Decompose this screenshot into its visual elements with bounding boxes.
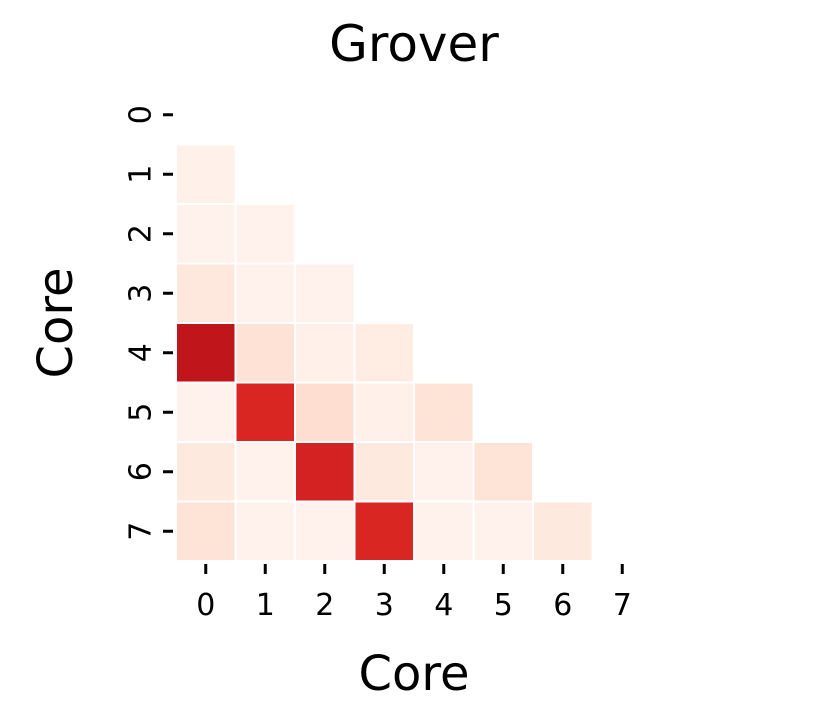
heatmap-cell-r7-c6 bbox=[532, 500, 594, 562]
x-tick-label-6: 6 bbox=[553, 588, 572, 623]
heatmap-cell-r5-c1 bbox=[234, 381, 296, 443]
y-tick-label-0: 0 bbox=[124, 105, 159, 124]
y-tick-label-4: 4 bbox=[124, 343, 159, 362]
y-axis-ticks: 0 1 2 3 4 5 6 7 bbox=[124, 105, 173, 541]
y-tick-label-6: 6 bbox=[124, 462, 159, 481]
y-tick-label-2: 2 bbox=[124, 224, 159, 243]
chart-title: Grover bbox=[329, 15, 499, 73]
heatmap-cell-r2-c1 bbox=[234, 203, 296, 265]
heatmap-cell-r6-c2 bbox=[294, 441, 356, 503]
y-tick-label-1: 1 bbox=[124, 165, 159, 184]
heatmap-cell-r4-c3 bbox=[353, 322, 415, 384]
x-tick-label-5: 5 bbox=[494, 588, 513, 623]
heatmap-cell-r1-c0 bbox=[175, 143, 237, 205]
heatmap-cell-r7-c2 bbox=[294, 500, 356, 562]
x-tick-label-2: 2 bbox=[315, 588, 334, 623]
heatmap-cell-r7-c3 bbox=[353, 500, 415, 562]
heatmap-cell-r7-c5 bbox=[472, 500, 534, 562]
heatmap-cell-r6-c5 bbox=[472, 441, 534, 503]
heatmap-cell-r2-c0 bbox=[175, 203, 237, 265]
x-tick-label-4: 4 bbox=[434, 588, 453, 623]
heatmap-cell-r4-c2 bbox=[294, 322, 356, 384]
y-tick-label-5: 5 bbox=[124, 403, 159, 422]
heatmap-cell-r6-c0 bbox=[175, 441, 237, 503]
y-axis-label: Core bbox=[28, 267, 84, 378]
heatmap-cell-r7-c0 bbox=[175, 500, 237, 562]
x-tick-label-0: 0 bbox=[196, 588, 215, 623]
x-tick-label-7: 7 bbox=[613, 588, 632, 623]
y-tick-label-3: 3 bbox=[124, 284, 159, 303]
y-tick-label-7: 7 bbox=[124, 522, 159, 541]
x-axis-ticks: 0 1 2 3 4 5 6 7 bbox=[196, 564, 632, 623]
heatmap-cell-r5-c3 bbox=[353, 381, 415, 443]
heatmap-cell-r5-c0 bbox=[175, 381, 237, 443]
heatmap-cell-r6-c4 bbox=[413, 441, 475, 503]
heatmap-cell-r3-c0 bbox=[175, 262, 237, 324]
x-tick-label-1: 1 bbox=[256, 588, 275, 623]
heatmap-cell-r3-c1 bbox=[234, 262, 296, 324]
heatmap-cell-r6-c1 bbox=[234, 441, 296, 503]
heatmap-cell-r4-c0 bbox=[175, 322, 237, 384]
x-axis-label: Core bbox=[358, 646, 469, 702]
heatmap-cell-r7-c1 bbox=[234, 500, 296, 562]
heatmap-cell-r4-c1 bbox=[234, 322, 296, 384]
heatmap-cell-r6-c3 bbox=[353, 441, 415, 503]
x-tick-label-3: 3 bbox=[375, 588, 394, 623]
heatmap-cell-r5-c4 bbox=[413, 381, 475, 443]
heatmap-cell-r3-c2 bbox=[294, 262, 356, 324]
heatmap-cells bbox=[175, 143, 594, 562]
heatmap-cell-r7-c4 bbox=[413, 500, 475, 562]
heatmap-cell-r5-c2 bbox=[294, 381, 356, 443]
